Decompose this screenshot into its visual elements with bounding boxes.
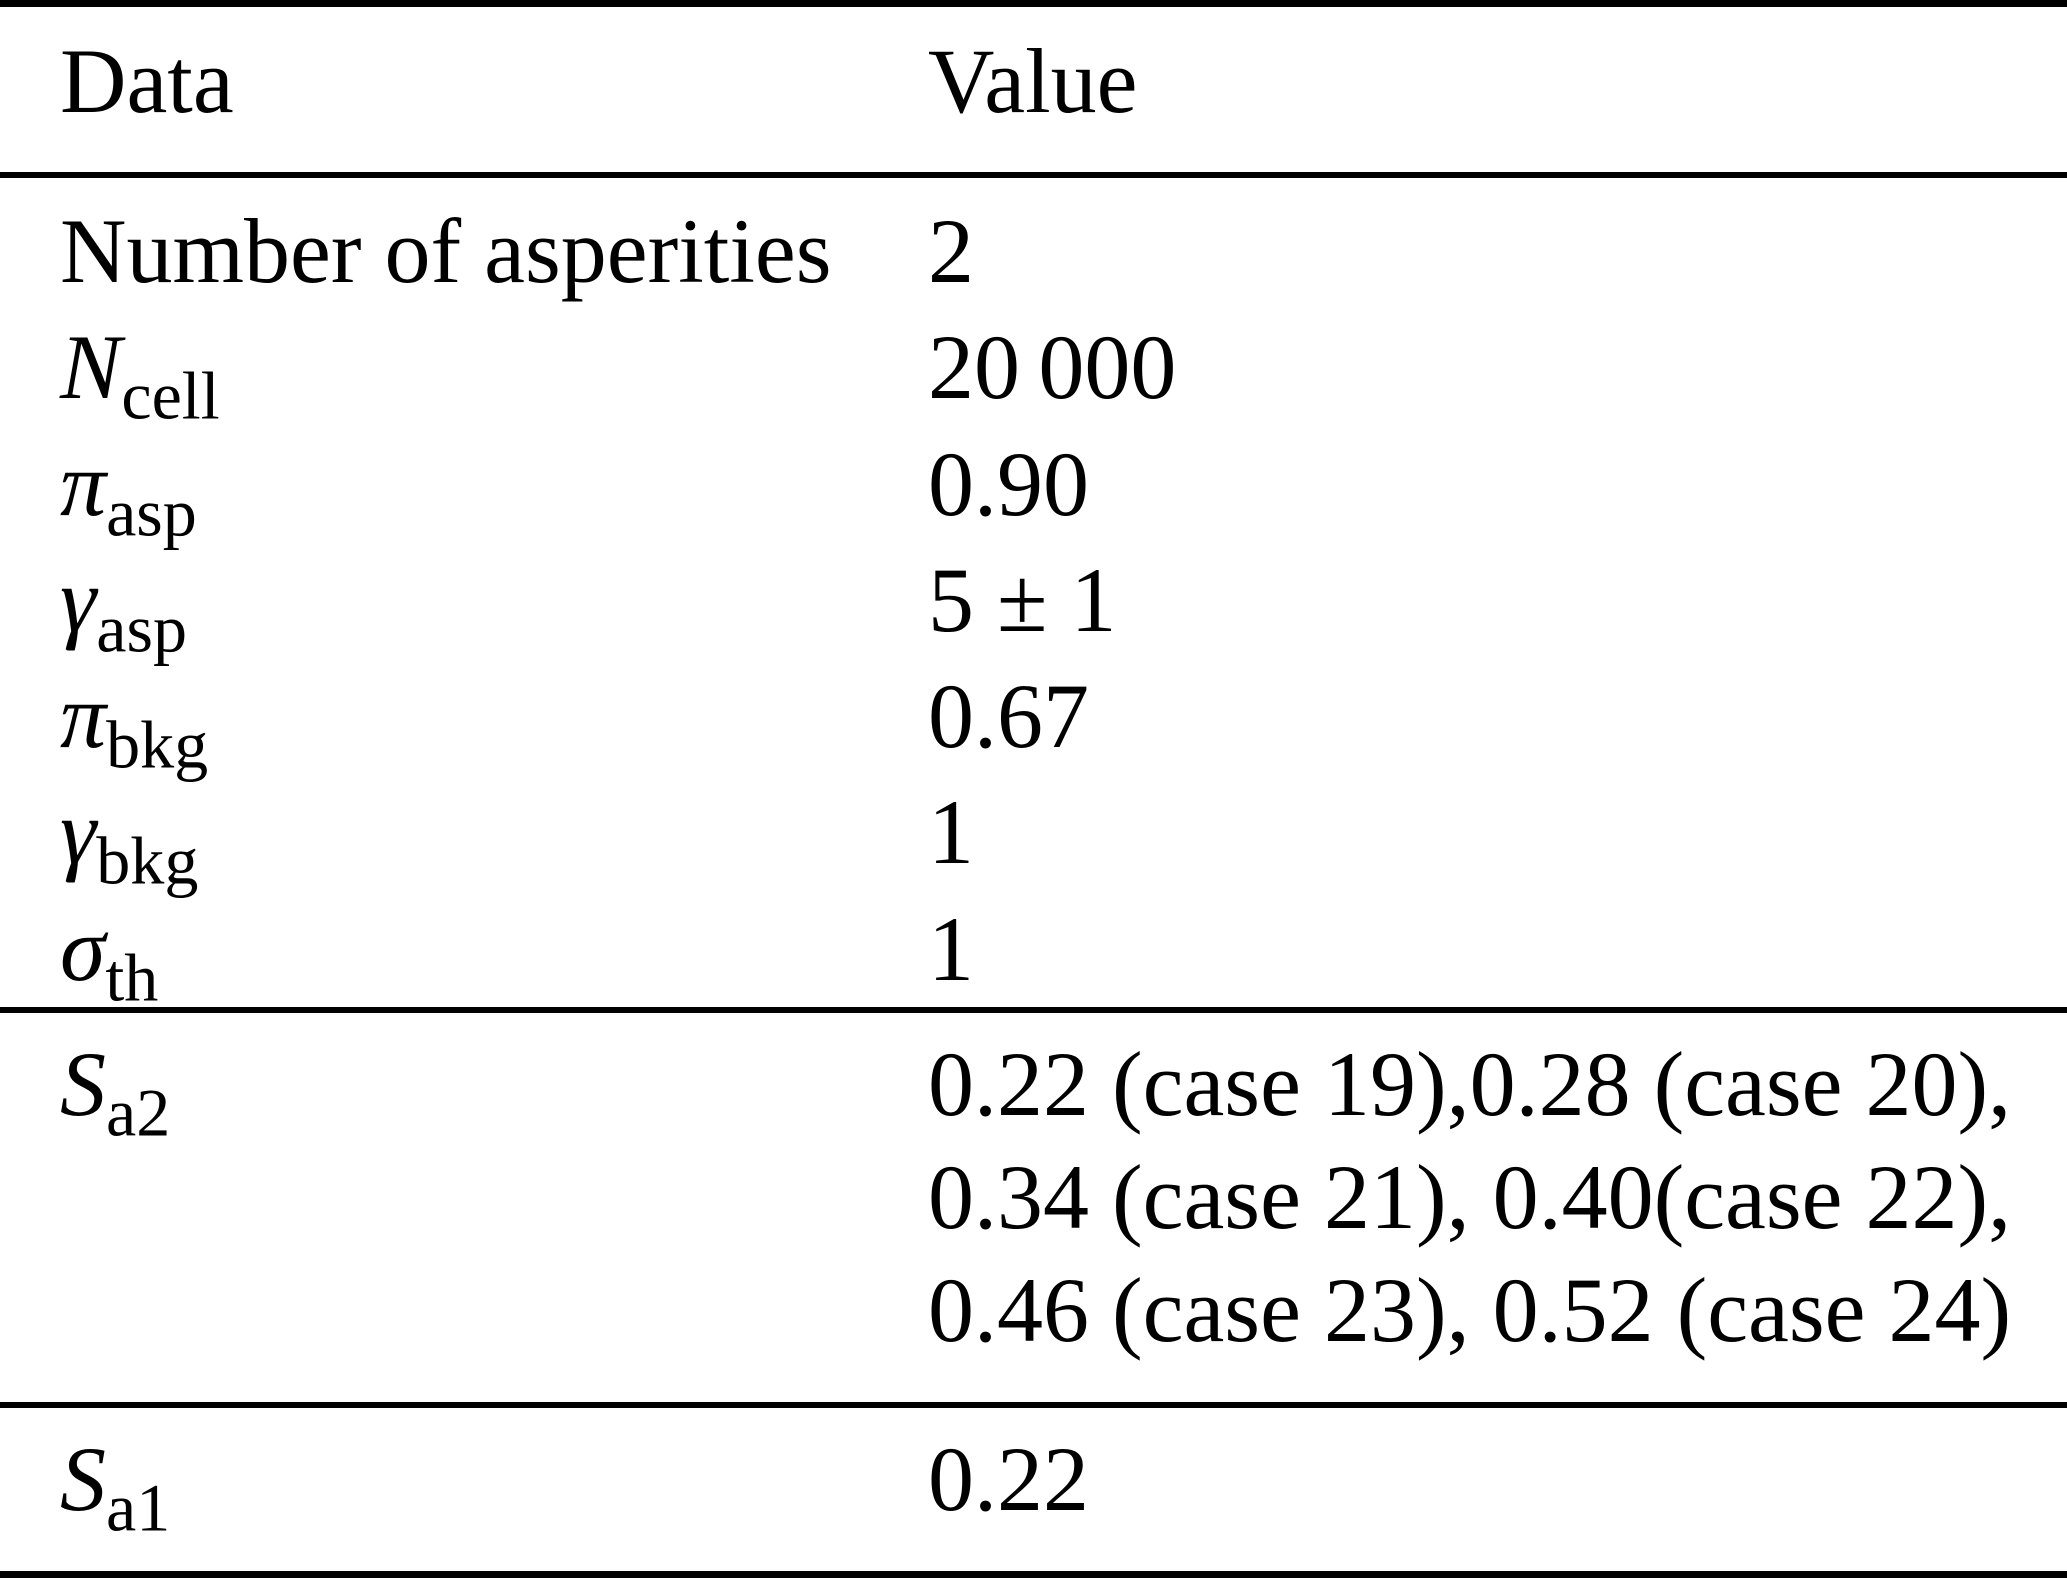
table-row: γbkg 1 [0,774,2067,894]
sa1-section: Sa1 0.22 [0,1408,2067,1571]
math-symbol: S [60,1033,106,1135]
sa1-rule [0,1402,2067,1408]
row-value-line: 0.46 (case 23), 0.52 (case 24) [928,1259,2012,1361]
row-label: γasp [60,542,187,662]
math-subscript: a2 [106,1074,171,1151]
math-symbol: γ [60,548,97,651]
bottom-rule [0,1571,2067,1578]
mid-rule [0,1007,2067,1013]
math-subscript: asp [106,474,197,551]
row-label: Ncell [60,309,220,429]
table-row: σth 1 [0,891,2067,1011]
top-rule [0,0,2067,7]
row-label: σth [60,891,158,1011]
row-value: 1 [928,781,974,884]
math-subscript: cell [121,357,220,434]
header-rule [0,172,2067,178]
row-value-line: 0.34 (case 21), 0.40(case 22), [928,1146,2012,1248]
row-label: πbkg [60,658,208,778]
row-value: 0.22 [928,1428,1089,1530]
table-row: Sa1 0.22 [0,1423,2067,1541]
row-label: Sa2 [60,1028,170,1146]
row-value: 20 000 [928,316,1177,419]
math-symbol: γ [60,781,97,884]
table-row: Data Value [0,22,2067,140]
row-label: πasp [60,426,197,546]
row-value: 1 [928,897,974,1000]
table-row: γasp 5 ± 1 [0,542,2067,662]
table-row: Ncell 20 000 [0,309,2067,429]
math-subscript: a1 [106,1469,171,1546]
row-label: Sa1 [60,1423,170,1541]
math-subscript: th [105,939,159,1016]
math-symbol: σ [60,897,106,1000]
header-row: Data Value [0,7,2067,172]
row-label: Number of asperities [60,200,832,302]
sa2-section: Sa2 0.22 (case 19),0.28 (case 20), 0.34 (c… [0,1013,2067,1402]
row-value: 0.67 [928,665,1089,768]
column-header-data: Data [60,30,234,132]
parameters-section: Number of asperities 2 Ncell 20 000 πasp 0.90… [0,178,2067,1011]
row-label: γbkg [60,774,198,894]
math-subscript: bkg [96,822,199,899]
table-row: πbkg 0.67 [0,658,2067,778]
math-subscript: bkg [106,706,209,783]
row-value: 5 ± 1 [928,548,1117,651]
row-value: 0.90 [928,432,1089,535]
table-row: Number of asperities 2 [0,193,2067,309]
table-row: πasp 0.90 [0,426,2067,546]
column-header-value: Value [928,30,1138,132]
math-symbol: π [60,432,107,535]
table-row: Sa2 0.22 (case 19),0.28 (case 20), 0.34 (c… [0,1028,2067,1361]
math-symbol: π [60,665,107,768]
row-value: 0.22 (case 19),0.28 (case 20), 0.34 (case… [928,1028,2011,1367]
math-symbol: N [60,316,122,419]
math-symbol: S [60,1428,106,1530]
math-subscript: asp [96,590,188,667]
row-value: 2 [928,200,974,302]
row-value-line: 0.22 (case 19),0.28 (case 20), [928,1033,2012,1135]
